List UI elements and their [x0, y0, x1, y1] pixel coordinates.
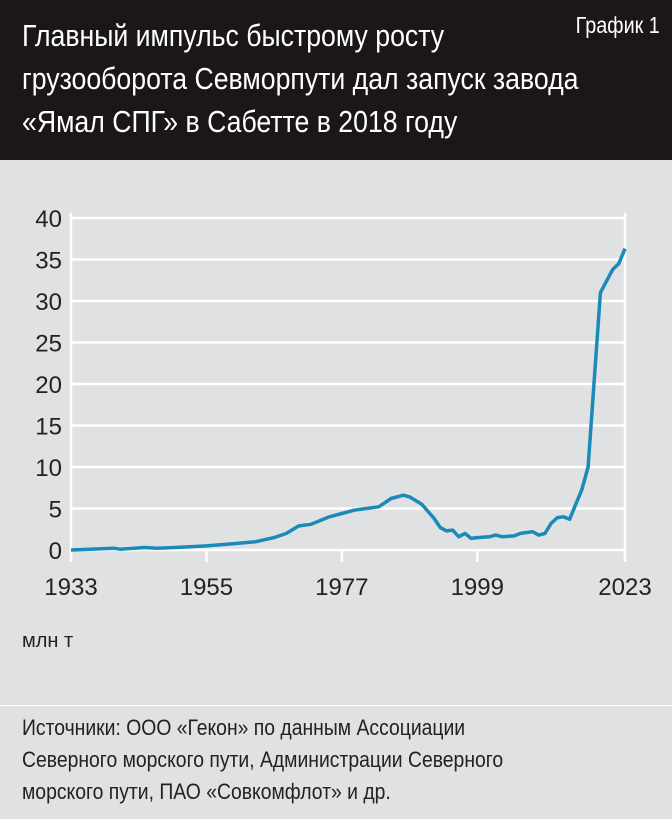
- divider: [0, 705, 672, 706]
- x-tick-label: 1933: [44, 574, 97, 600]
- source-line: Источники: ООО «Гекон» по данным Ассоциа…: [22, 715, 466, 740]
- x-tick-label: 2023: [598, 574, 651, 600]
- y-unit-label: млн т: [22, 630, 74, 652]
- y-tick-label: 20: [35, 372, 62, 399]
- y-tick-label: 5: [49, 497, 62, 524]
- y-tick-label: 10: [35, 455, 62, 482]
- chart-title: Главный импульс быстрому росту грузообор…: [22, 14, 579, 143]
- header: Главный импульс быстрому росту грузообор…: [0, 0, 672, 160]
- y-tick-label: 35: [35, 248, 62, 275]
- x-tick-label: 1955: [180, 574, 233, 600]
- data-line: [70, 248, 627, 552]
- y-tick-label: 25: [35, 331, 62, 358]
- title-line: Главный импульс быстрому росту: [22, 18, 445, 53]
- source-note: Источники: ООО «Гекон» по данным Ассоциа…: [22, 712, 638, 808]
- y-tick-label: 30: [35, 289, 62, 316]
- title-line: грузооборота Севморпути дал запуск завод…: [22, 61, 579, 96]
- title-line: «Ямал СПГ» в Сабетте в 2018 году: [22, 104, 458, 139]
- source-line: морского пути, ПАО «Совкомфлот» и др.: [22, 779, 391, 804]
- chart-number-label: График 1: [575, 12, 660, 38]
- y-tick-label: 15: [35, 414, 62, 441]
- source-line: Северного морского пути, Администрации С…: [22, 747, 504, 772]
- y-tick-label: 40: [35, 206, 62, 233]
- x-tick-label: 1999: [451, 574, 504, 600]
- y-tick-label: 0: [49, 538, 62, 565]
- x-tick-label: 1977: [315, 574, 368, 600]
- line-chart: 0 5 10 15 20 25 30 35 40 1933 1955 1977 1999 2023: [35, 206, 651, 600]
